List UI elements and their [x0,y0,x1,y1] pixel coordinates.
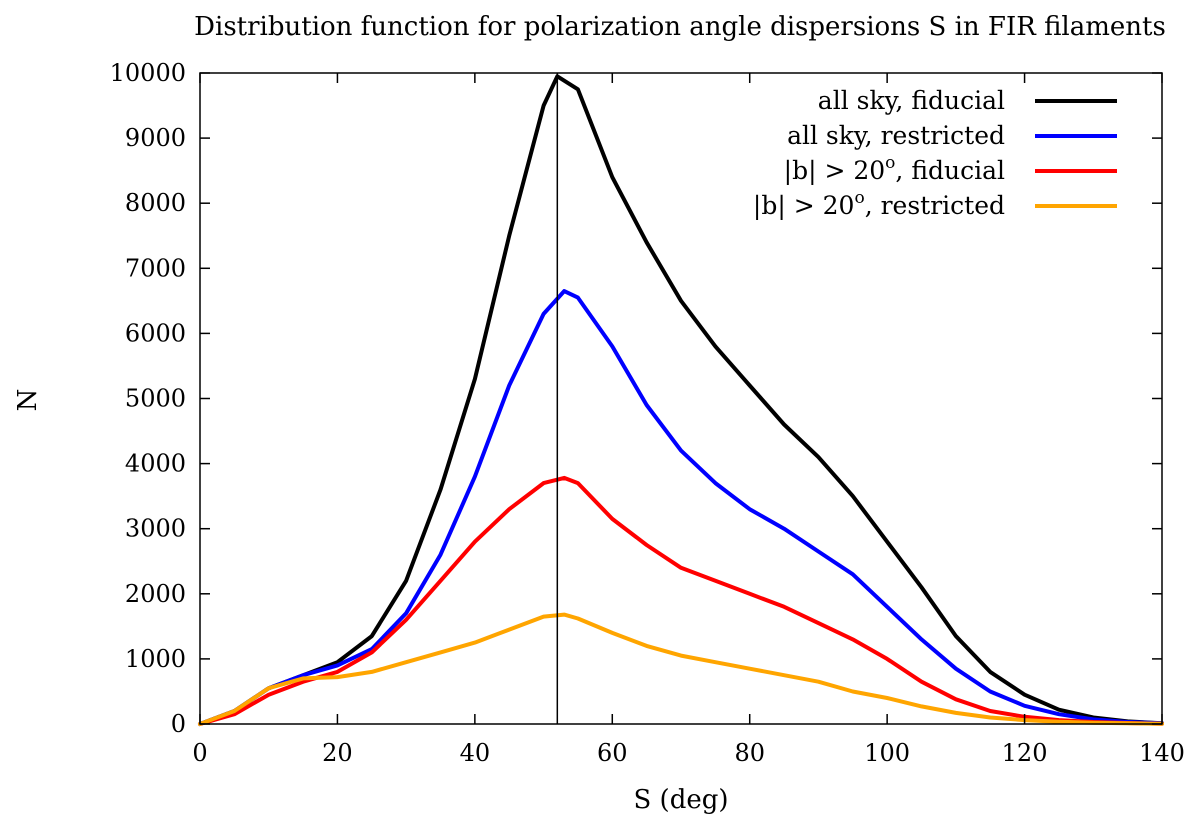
chart-title: Distribution function for polarization a… [194,12,1166,42]
legend-label-1: all sky, restricted [787,121,1005,150]
y-tick-label: 8000 [125,189,186,217]
y-tick-label: 9000 [125,124,186,152]
x-tick-label: 80 [734,739,765,767]
y-tick-label: 1000 [125,645,186,673]
x-tick-label: 60 [597,739,628,767]
series-line-0 [198,74,1164,726]
y-tick-label: 0 [171,710,186,738]
x-tick-label: 120 [1002,739,1048,767]
series-line-1 [198,289,1164,726]
y-tick-label: 5000 [125,385,186,413]
legend-label-0: all sky, fiducial [818,86,1005,115]
plot-frame [199,72,1163,725]
y-tick-label: 2000 [125,580,186,608]
y-axis-title: N [13,389,43,412]
y-tick-label: 4000 [125,450,186,478]
y-tick-label: 6000 [125,319,186,347]
legend-label-2: |b| > 20o, fiducial [784,153,1005,186]
y-tick-label: 7000 [125,254,186,282]
series-line-2 [198,475,1164,726]
x-axis: 0 20 40 60 80 100 120 140 [192,73,1185,767]
x-tick-label: 0 [192,739,207,767]
x-tick-label: 40 [460,739,491,767]
x-tick-label: 100 [864,739,910,767]
legend-label-3: |b| > 20o, restricted [753,188,1005,221]
legend: all sky, fiducial all sky, restricted |b| … [753,86,1117,221]
y-tick-label: 10000 [110,59,186,87]
x-tick-label: 140 [1139,739,1185,767]
x-tick-label: 20 [322,739,353,767]
series-layer [198,74,1164,726]
x-axis-title: S (deg) [633,785,728,815]
y-tick-label: 3000 [125,515,186,543]
y-axis: 0 1000 2000 3000 4000 5000 6000 7000 8000 9000 100… [110,59,1162,738]
series-line-3 [198,612,1164,726]
